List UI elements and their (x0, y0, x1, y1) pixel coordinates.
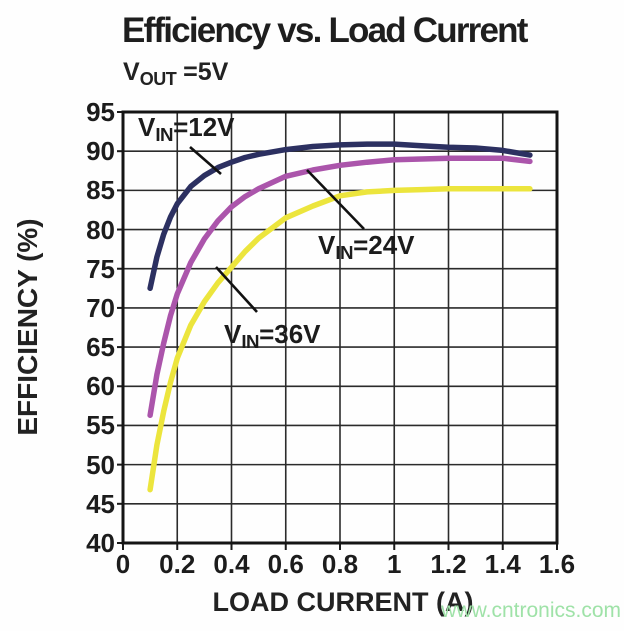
chart-title: Efficiency vs. Load Current (122, 11, 528, 50)
subtitle-value: =5V (176, 58, 229, 86)
y-tick-label: 65 (86, 332, 115, 363)
label-value: =24V (353, 230, 415, 260)
chart-subtitle: VOUT =5V (123, 58, 229, 90)
data-curves (147, 141, 533, 493)
callout-line-vin36 (215, 266, 258, 313)
label-text: V (224, 319, 242, 349)
callout-line-vin24 (306, 169, 365, 230)
y-tick-label: 60 (86, 371, 115, 402)
x-tick-label: 1.4 (484, 549, 521, 579)
series-label-vin36: VIN=36V (224, 321, 321, 352)
x-tick-label: 1.6 (538, 549, 576, 579)
label-text: V (138, 112, 156, 142)
label-subscript: IN (241, 331, 260, 353)
x-axis-title: LOAD CURRENT (A) (212, 587, 474, 617)
label-value: =36V (259, 319, 321, 349)
y-tick-label: 90 (86, 136, 115, 167)
x-tick-label: 0.4 (213, 549, 250, 579)
label-subscript: IN (155, 124, 174, 146)
grid-lines (117, 111, 558, 550)
y-tick-label: 95 (86, 97, 115, 127)
series-label-vin24: VIN=24V (318, 232, 415, 263)
y-tick-label: 55 (86, 410, 115, 441)
callout-lines (189, 146, 365, 313)
curve-vin36 (147, 186, 533, 493)
label-text: V (318, 230, 336, 260)
subtitle-v: V (123, 58, 140, 86)
plot-frame (121, 110, 559, 545)
series-label-vin12: VIN=12V (138, 114, 235, 145)
label-subscript: IN (335, 242, 354, 264)
y-tick-label: 45 (86, 488, 115, 519)
y-tick-label: 70 (86, 292, 115, 323)
y-tick-label: 40 (86, 528, 115, 558)
subtitle-subscript: OUT (139, 69, 177, 90)
y-tick-label: 75 (86, 253, 115, 284)
callout-line-vin12 (189, 146, 222, 175)
curve-vin12 (147, 141, 533, 292)
label-value: =12V (173, 112, 235, 142)
watermark: www.cntronics.com (441, 599, 621, 622)
x-tick-label: 0 (115, 549, 131, 579)
x-tick-label: 0.6 (267, 549, 304, 579)
y-tick-label: 85 (86, 175, 115, 206)
x-tick-label: 0.8 (321, 549, 359, 579)
x-tick-label: 0.2 (159, 549, 196, 579)
x-tick-label: 1 (387, 549, 402, 579)
x-tick-label: 1.2 (430, 549, 467, 579)
y-tick-label: 80 (86, 214, 115, 245)
curve-vin24 (147, 155, 533, 419)
y-tick-label: 50 (86, 449, 115, 480)
